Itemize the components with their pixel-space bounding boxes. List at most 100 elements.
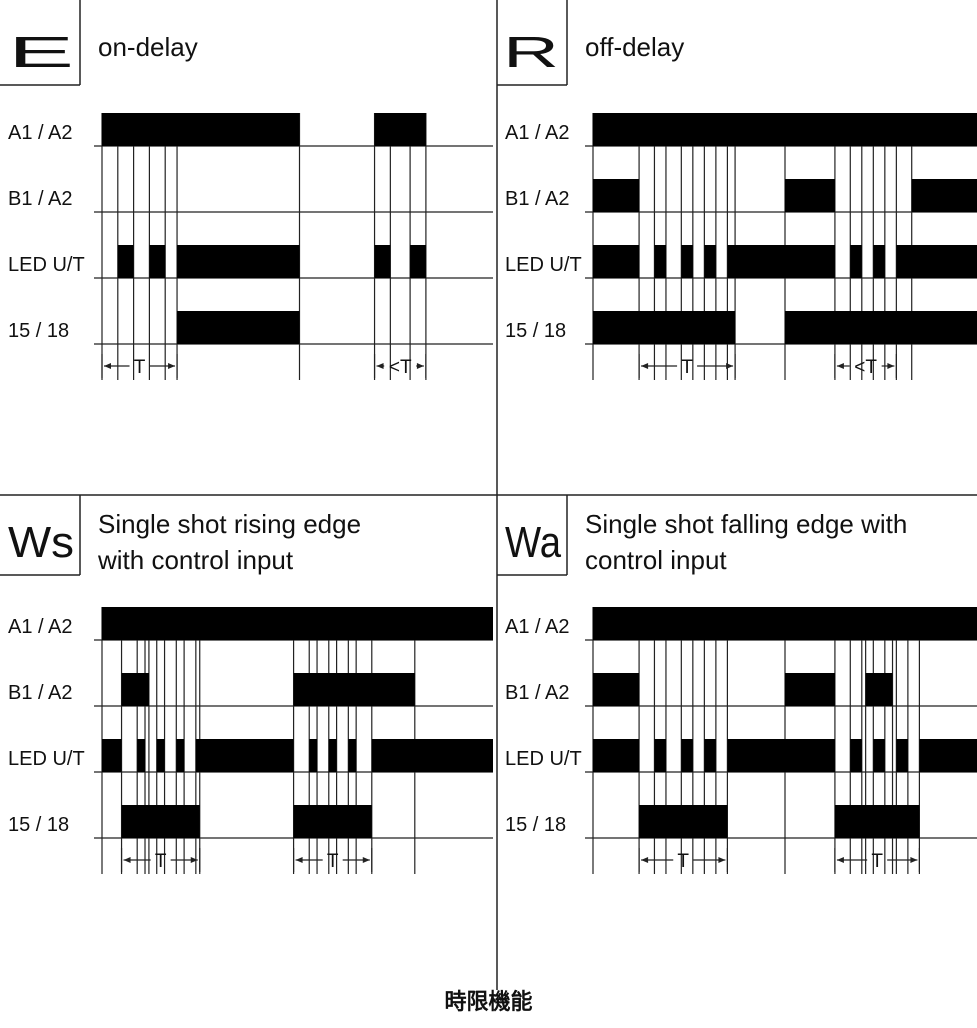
signal-label: B1 / A2 [505,682,570,704]
signal-high-segment [593,245,640,278]
signal-label: LED U/T [505,254,582,276]
mode-title-line: Single shot falling edge with [585,509,907,539]
timing-label: T [871,851,883,872]
signal-label: B1 / A2 [8,682,73,704]
signal-high-segment [639,805,728,838]
signal-label: 15 / 18 [505,814,566,836]
timing-label: T [327,851,339,872]
signal-high-segment [785,311,977,344]
signal-high-segment [309,739,318,772]
signal-high-segment [785,179,835,212]
timing-label: T [677,851,689,872]
signal-high-segment [102,739,122,772]
mode-title-line: on-delay [98,32,198,62]
timing-arrowhead-left [836,363,844,369]
signal-label: A1 / A2 [505,122,570,144]
signal-high-segment [121,673,149,706]
timing-label: <T [389,357,412,378]
timing-arrowhead-right [718,857,726,863]
signal-high-segment [374,245,391,278]
signal-high-segment [410,245,426,278]
signal-high-segment [873,245,885,278]
signal-label: 15 / 18 [8,320,69,342]
signal-high-segment [149,245,166,278]
signal-high-segment [654,245,666,278]
signal-high-segment [593,179,640,212]
signal-high-segment [593,607,977,640]
signal-high-segment [911,179,977,212]
timing-arrowhead-left [295,857,303,863]
signal-high-segment [654,739,666,772]
signal-label: B1 / A2 [505,188,570,210]
timing-arrowhead-left [641,857,649,863]
signal-high-segment [348,739,357,772]
signal-high-segment [371,739,493,772]
timing-arrowhead-right [416,363,424,369]
signal-high-segment [121,805,200,838]
signal-high-segment [156,739,165,772]
signal-high-segment [177,311,300,344]
signal-high-segment [593,739,640,772]
timing-arrowhead-right [168,363,176,369]
timing-label: T [155,851,167,872]
signal-high-segment [102,113,300,146]
signal-high-segment [919,739,977,772]
mode-title-line: Single shot rising edge [98,509,361,539]
timing-arrowhead-left [376,363,384,369]
signal-high-segment [176,739,185,772]
signal-high-segment [328,739,337,772]
signal-high-segment [293,805,372,838]
signal-high-segment [293,673,415,706]
signal-high-segment [850,739,862,772]
signal-label: LED U/T [8,748,85,770]
timing-arrowhead-left [641,363,649,369]
mode-code-wa: Wa [505,518,561,567]
signal-high-segment [834,805,920,838]
timing-label: <T [854,357,877,378]
signal-label: LED U/T [8,254,85,276]
mode-code-ws: Ws [8,518,74,567]
signal-high-segment [850,245,862,278]
figure-caption: 時限機能 [444,990,533,1015]
signal-high-segment [593,311,736,344]
signal-label: B1 / A2 [8,188,73,210]
timing-arrowhead-right [726,363,734,369]
timing-arrowhead-right [362,857,370,863]
signal-high-segment [681,739,693,772]
signal-label: 15 / 18 [8,814,69,836]
signal-high-segment [102,607,493,640]
mode-title-line: control input [585,545,727,575]
timing-arrowhead-left [104,363,111,369]
signal-high-segment [177,245,300,278]
signal-high-segment [374,113,426,146]
mode-code-r: R [503,28,559,77]
signal-high-segment [727,245,835,278]
signal-high-segment [195,739,294,772]
mode-title-line: with control input [97,545,294,575]
timing-arrowhead-left [836,857,844,863]
signal-label: LED U/T [505,748,582,770]
signal-label: A1 / A2 [8,616,73,638]
timing-arrowhead-right [190,857,198,863]
signal-high-segment [865,673,893,706]
signal-high-segment [896,739,908,772]
signal-high-segment [593,113,977,146]
signal-high-segment [785,673,835,706]
timing-label: T [134,357,146,378]
timing-arrowhead-right [887,363,895,369]
signal-high-segment [704,245,716,278]
mode-code-e: E [8,28,74,77]
signal-high-segment [896,245,977,278]
signal-high-segment [704,739,716,772]
signal-high-segment [681,245,693,278]
mode-title-line: off-delay [585,32,684,62]
timing-arrowhead-right [910,857,918,863]
timing-label: T [681,357,693,378]
signal-label: A1 / A2 [505,616,570,638]
signal-label: A1 / A2 [8,122,73,144]
signal-high-segment [727,739,835,772]
signal-high-segment [593,673,640,706]
signal-high-segment [117,245,134,278]
signal-high-segment [137,739,146,772]
